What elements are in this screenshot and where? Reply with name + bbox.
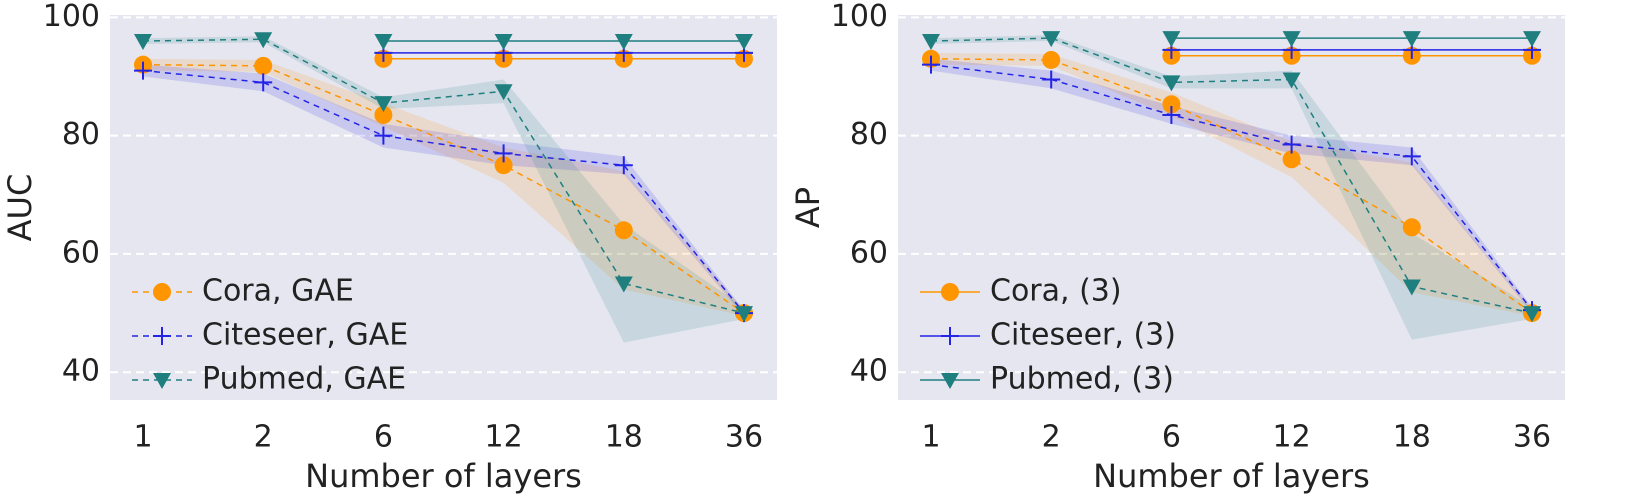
x-tick-label: 36 — [725, 420, 763, 455]
marker — [922, 55, 940, 74]
marker — [614, 276, 633, 293]
marker — [254, 56, 273, 75]
marker — [1042, 31, 1061, 48]
marker — [1523, 31, 1541, 48]
marker — [1282, 72, 1301, 89]
series-line — [930, 63, 1533, 311]
y-tick-label: 60 — [850, 235, 888, 270]
marker — [1402, 279, 1421, 296]
error-band — [931, 35, 1532, 340]
y-tick-label: 40 — [62, 354, 100, 389]
plot-area — [898, 15, 1565, 400]
marker — [374, 105, 393, 124]
marker — [374, 34, 393, 51]
marker — [735, 306, 753, 323]
marker — [134, 61, 152, 80]
marker — [1402, 31, 1421, 48]
series-line — [142, 38, 745, 314]
y-tick-label: 80 — [850, 117, 888, 152]
legend-label: Pubmed, (3) — [990, 362, 1174, 397]
marker — [1282, 31, 1301, 48]
marker — [614, 156, 633, 175]
error-band — [143, 58, 744, 317]
marker — [1162, 31, 1181, 48]
marker — [1523, 306, 1541, 323]
marker — [1162, 105, 1181, 124]
marker — [614, 221, 633, 240]
marker — [1282, 150, 1301, 169]
marker — [374, 126, 393, 145]
marker — [1042, 50, 1061, 69]
x-tick-label: 12 — [485, 420, 523, 455]
legend-marker — [153, 283, 171, 301]
x-tick-label: 18 — [605, 420, 643, 455]
x-tick-label: 1 — [133, 420, 152, 455]
marker — [1042, 70, 1061, 89]
marker — [494, 34, 513, 51]
legend-label: Pubmed, GAE — [202, 362, 406, 397]
marker — [254, 73, 273, 92]
legend-label: Citeseer, (3) — [990, 318, 1176, 353]
y-tick-label: 100 — [43, 0, 100, 34]
x-tick-label: 18 — [1393, 420, 1431, 455]
legend-marker — [941, 283, 959, 301]
marker — [254, 32, 273, 49]
marker — [494, 84, 513, 101]
marker — [374, 96, 393, 113]
legend-marker — [153, 327, 171, 345]
x-tick-label: 6 — [374, 420, 393, 455]
marker — [494, 144, 513, 163]
x-axis-label: Number of layers — [305, 457, 582, 495]
marker — [922, 34, 940, 51]
error-band — [143, 36, 744, 343]
series-line — [142, 63, 745, 314]
y-axis-label: AUC — [1, 174, 39, 242]
marker — [134, 34, 152, 51]
legend-marker — [941, 327, 959, 345]
x-tick-label: 12 — [1273, 420, 1311, 455]
marker — [494, 156, 513, 175]
x-tick-label: 2 — [254, 420, 273, 455]
legend-marker — [153, 373, 171, 389]
series-line — [142, 69, 745, 314]
y-tick-label: 60 — [62, 235, 100, 270]
x-tick-label: 6 — [1162, 420, 1181, 455]
series-line — [930, 58, 1533, 314]
legend-marker — [941, 373, 959, 389]
plot-area — [110, 15, 777, 400]
marker — [1402, 218, 1421, 237]
x-tick-label: 2 — [1042, 420, 1061, 455]
legend-label: Cora, GAE — [202, 274, 354, 309]
marker — [735, 34, 753, 51]
marker — [1402, 147, 1421, 166]
marker — [1162, 95, 1181, 114]
legend-label: Citeseer, GAE — [202, 318, 408, 353]
error-band — [931, 52, 1532, 317]
y-axis-label: AP — [789, 187, 827, 228]
y-tick-label: 40 — [850, 354, 888, 389]
y-tick-label: 80 — [62, 117, 100, 152]
y-tick-label: 100 — [831, 0, 888, 34]
x-tick-label: 1 — [921, 420, 940, 455]
marker — [1162, 75, 1181, 92]
marker — [614, 34, 633, 51]
x-axis-label: Number of layers — [1093, 457, 1370, 495]
series-line — [930, 37, 1533, 314]
x-tick-label: 36 — [1513, 420, 1551, 455]
legend-label: Cora, (3) — [990, 274, 1122, 309]
marker — [1282, 135, 1301, 154]
